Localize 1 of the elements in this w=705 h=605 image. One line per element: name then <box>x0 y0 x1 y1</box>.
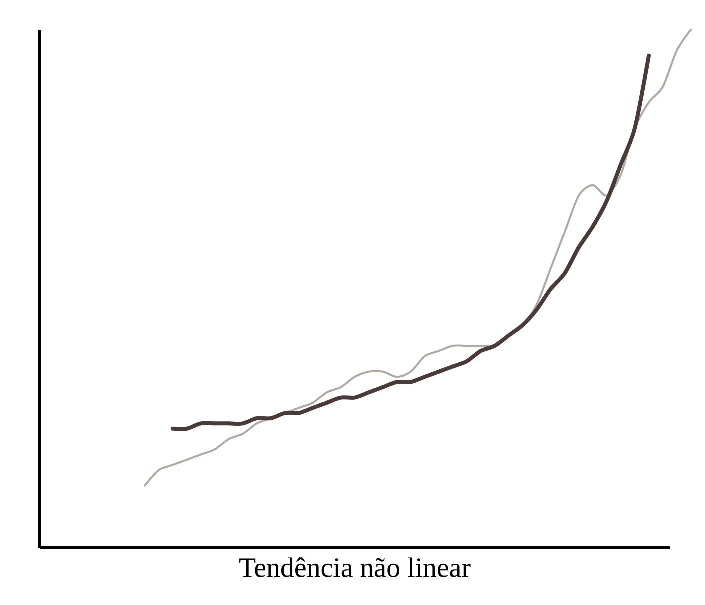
x-axis-title: Tendência não linear <box>240 558 471 578</box>
